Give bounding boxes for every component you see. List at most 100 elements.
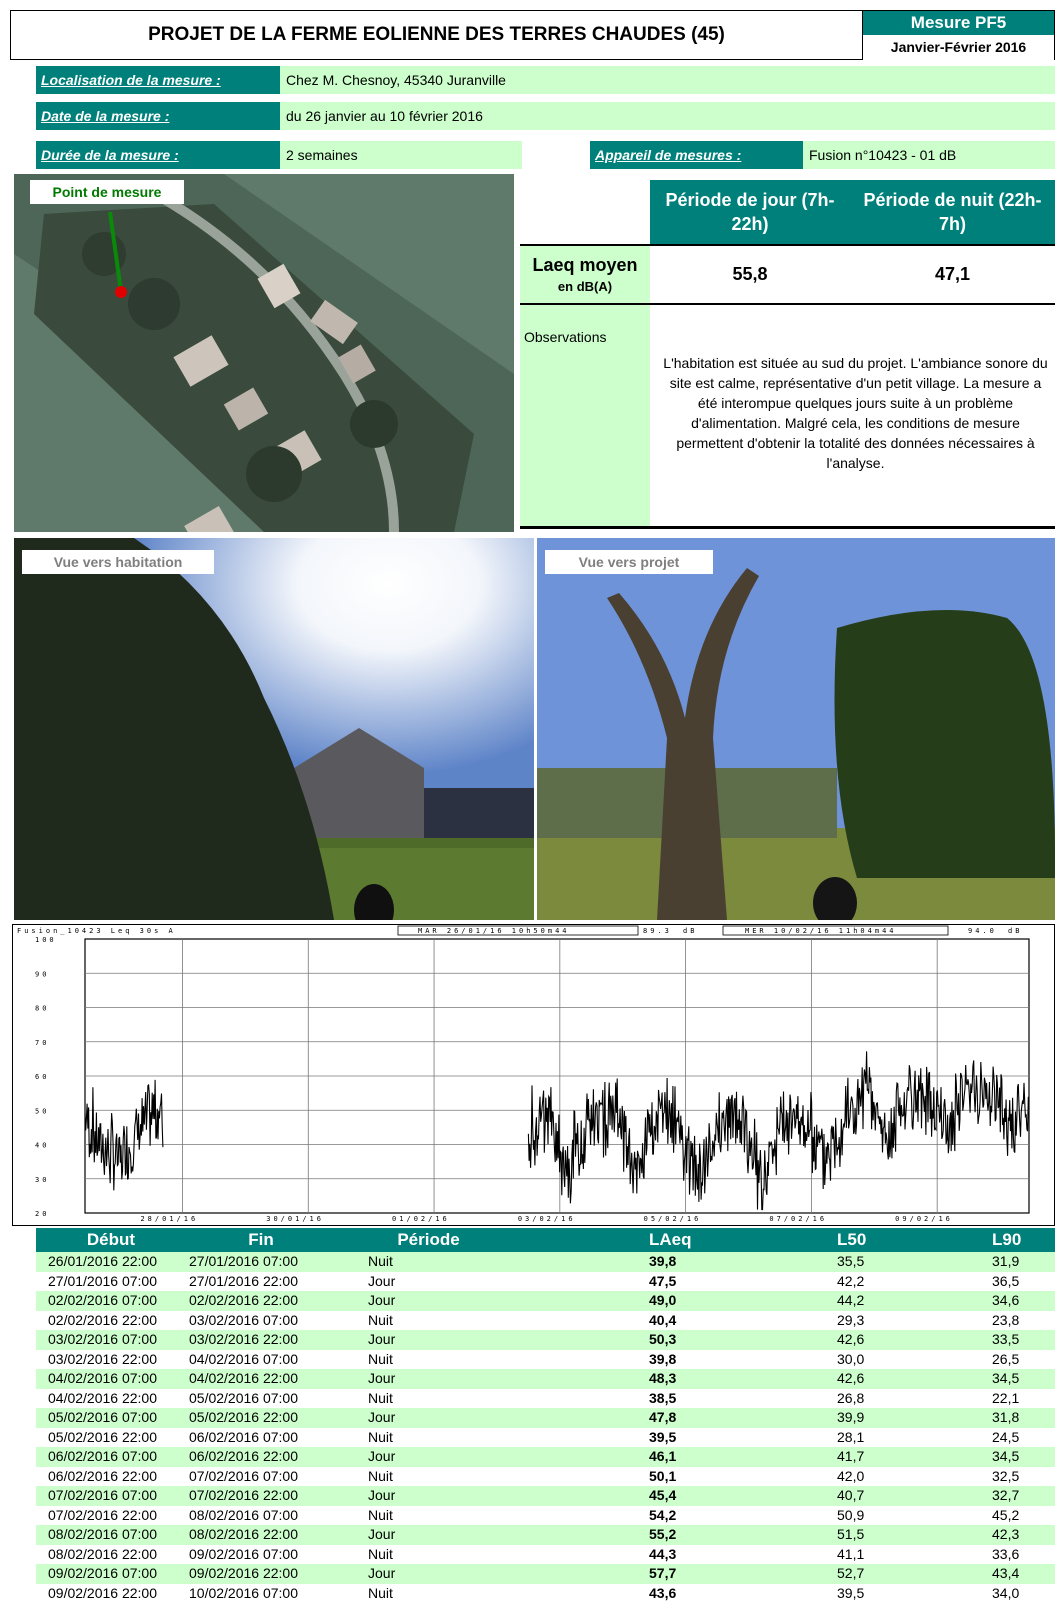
chart-header-start-box: [397, 925, 639, 936]
table-row: 02/02/2016 22:00 03/02/2016 07:00 Nuit 40,4…: [36, 1311, 1055, 1331]
cell-l90: 23,8: [992, 1311, 1020, 1328]
cell-fin: 10/02/2016 07:00: [189, 1584, 298, 1601]
cell-laeq: 47,5: [649, 1272, 677, 1289]
day-laeq-value: 55,8: [650, 244, 850, 305]
chart-header-unit-2: dB: [1008, 927, 1022, 935]
table-row: 03/02/2016 07:00 03/02/2016 22:00 Jour 50,3…: [36, 1330, 1055, 1350]
cell-l50: 42,0: [837, 1467, 865, 1484]
device-label: Appareil de mesures :: [590, 141, 803, 169]
cell-laeq: 45,4: [649, 1487, 677, 1503]
table-row: 27/01/2016 07:00 27/01/2016 22:00 Jour 47,5…: [36, 1272, 1055, 1292]
cell-fin: 08/02/2016 22:00: [189, 1526, 298, 1542]
cell-fin: 04/02/2016 22:00: [189, 1370, 298, 1386]
cell-fin: 27/01/2016 07:00: [189, 1253, 298, 1269]
cell-l90: 33,5: [992, 1331, 1020, 1347]
cell-periode: Jour: [368, 1565, 396, 1581]
chart-x-tick: 28/01/16: [140, 1215, 198, 1223]
page-title: PROJET DE LA FERME EOLIENNE DES TERRES C…: [10, 10, 862, 60]
col-l50: L50: [837, 1230, 867, 1250]
chart-header-left: Fusion_10423 Leq 30s A: [17, 927, 176, 935]
table-row: 09/02/2016 22:00 10/02/2016 07:00 Nuit 43,6…: [36, 1584, 1055, 1602]
photo-left-label: Vue vers habitation: [22, 550, 214, 574]
measure-box: Mesure PF5 Janvier-Février 2016: [862, 10, 1055, 60]
cell-l50: 50,9: [837, 1506, 865, 1523]
cell-periode: Jour: [368, 1487, 396, 1503]
cell-l90: 45,2: [992, 1506, 1020, 1523]
chart-y-tick: 40: [35, 1142, 49, 1150]
results-table-wrap: Début Fin Période LAeq L50 L90 26/01/201…: [36, 1228, 1055, 1602]
cell-debut: 09/02/2016 07:00: [48, 1565, 157, 1581]
cell-laeq: 49,0: [649, 1292, 677, 1308]
chart-x-tick: 03/02/16: [518, 1215, 576, 1223]
cell-fin: 07/02/2016 22:00: [189, 1487, 298, 1503]
table-row: 04/02/2016 22:00 05/02/2016 07:00 Nuit 38,5…: [36, 1389, 1055, 1409]
chart-y-tick: 100: [35, 936, 57, 944]
cell-debut: 05/02/2016 07:00: [48, 1409, 157, 1425]
photo-habitation: Vue vers habitation: [14, 538, 534, 920]
cell-l90: 34,5: [992, 1448, 1020, 1464]
chart-y-ticks: 100 90 80 70 60 50 40 30 20: [35, 936, 57, 1218]
pointer-line: [108, 211, 123, 293]
cell-fin: 05/02/2016 22:00: [189, 1409, 298, 1425]
cell-debut: 08/02/2016 22:00: [48, 1545, 157, 1562]
cell-laeq: 57,7: [649, 1565, 677, 1581]
table-row: 06/02/2016 22:00 07/02/2016 07:00 Nuit 50,1…: [36, 1467, 1055, 1487]
cell-periode: Jour: [368, 1272, 396, 1289]
chart-y-tick: 80: [35, 1005, 49, 1013]
cell-debut: 07/02/2016 07:00: [48, 1487, 157, 1503]
table-row: 03/02/2016 22:00 04/02/2016 07:00 Nuit 39,8…: [36, 1350, 1055, 1370]
cell-debut: 27/01/2016 07:00: [48, 1272, 157, 1289]
cell-l50: 41,1: [837, 1545, 865, 1562]
cell-l90: 31,9: [992, 1253, 1020, 1269]
cell-l90: 32,7: [992, 1487, 1020, 1503]
cell-laeq: 39,5: [649, 1428, 677, 1445]
cell-periode: Nuit: [368, 1506, 393, 1523]
chart-grid: [84, 938, 1030, 1214]
cell-laeq: 39,8: [649, 1253, 677, 1269]
aerial-map: Point de mesure: [14, 174, 514, 532]
cell-laeq: 54,2: [649, 1506, 677, 1523]
table-header-row: Début Fin Période LAeq L50 L90: [36, 1228, 1055, 1252]
cell-l90: 33,6: [992, 1545, 1020, 1562]
cell-l90: 31,8: [992, 1409, 1020, 1425]
cell-l90: 34,0: [992, 1584, 1020, 1601]
photo-projet: Vue vers projet: [537, 538, 1055, 920]
chart-header-unit-1: dB: [683, 927, 697, 935]
table-row: 09/02/2016 07:00 09/02/2016 22:00 Jour 57,7…: [36, 1564, 1055, 1584]
cell-debut: 26/01/2016 22:00: [48, 1253, 157, 1269]
cell-l50: 29,3: [837, 1311, 865, 1328]
cell-fin: 09/02/2016 22:00: [189, 1565, 298, 1581]
chart-y-tick: 20: [35, 1210, 49, 1218]
measure-point-marker: [115, 286, 127, 298]
cell-periode: Jour: [368, 1370, 396, 1386]
cell-periode: Nuit: [368, 1467, 393, 1484]
chart-x-tick: 05/02/16: [644, 1215, 702, 1223]
cell-fin: 05/02/2016 07:00: [189, 1389, 298, 1406]
cell-l50: 35,5: [837, 1253, 865, 1269]
chart-header: Fusion_10423 Leq 30s A MAR 26/01/16 10h50…: [17, 925, 1022, 936]
cell-fin: 27/01/2016 22:00: [189, 1272, 298, 1289]
cell-l90: 32,5: [992, 1467, 1020, 1484]
cell-debut: 03/02/2016 22:00: [48, 1350, 157, 1367]
chart-header-end-val: 94.0: [968, 927, 997, 935]
cell-fin: 04/02/2016 07:00: [189, 1350, 298, 1367]
chart-series: [84, 1051, 1029, 1211]
cell-periode: Nuit: [368, 1311, 393, 1328]
col-fin: Fin: [248, 1230, 274, 1250]
table-row: 08/02/2016 07:00 08/02/2016 22:00 Jour 55,2…: [36, 1525, 1055, 1545]
cell-periode: Nuit: [368, 1584, 393, 1601]
cell-l50: 39,9: [837, 1409, 865, 1425]
chart-y-tick: 50: [35, 1107, 49, 1115]
chart-x-tick: 09/02/16: [895, 1215, 953, 1223]
cell-periode: Jour: [368, 1448, 396, 1464]
cell-fin: 06/02/2016 07:00: [189, 1428, 298, 1445]
location-value: Chez M. Chesnoy, 45340 Juranville: [280, 66, 1055, 94]
cell-fin: 09/02/2016 07:00: [189, 1545, 298, 1562]
cell-l90: 34,5: [992, 1370, 1020, 1386]
location-label: Localisation de la mesure :: [36, 66, 280, 94]
laeq-unit: en dB(A): [557, 279, 613, 294]
table-row: 05/02/2016 07:00 05/02/2016 22:00 Jour 47,8…: [36, 1408, 1055, 1428]
cell-l50: 51,5: [837, 1526, 865, 1542]
cell-l50: 52,7: [837, 1565, 865, 1581]
cell-laeq: 50,1: [649, 1467, 677, 1484]
